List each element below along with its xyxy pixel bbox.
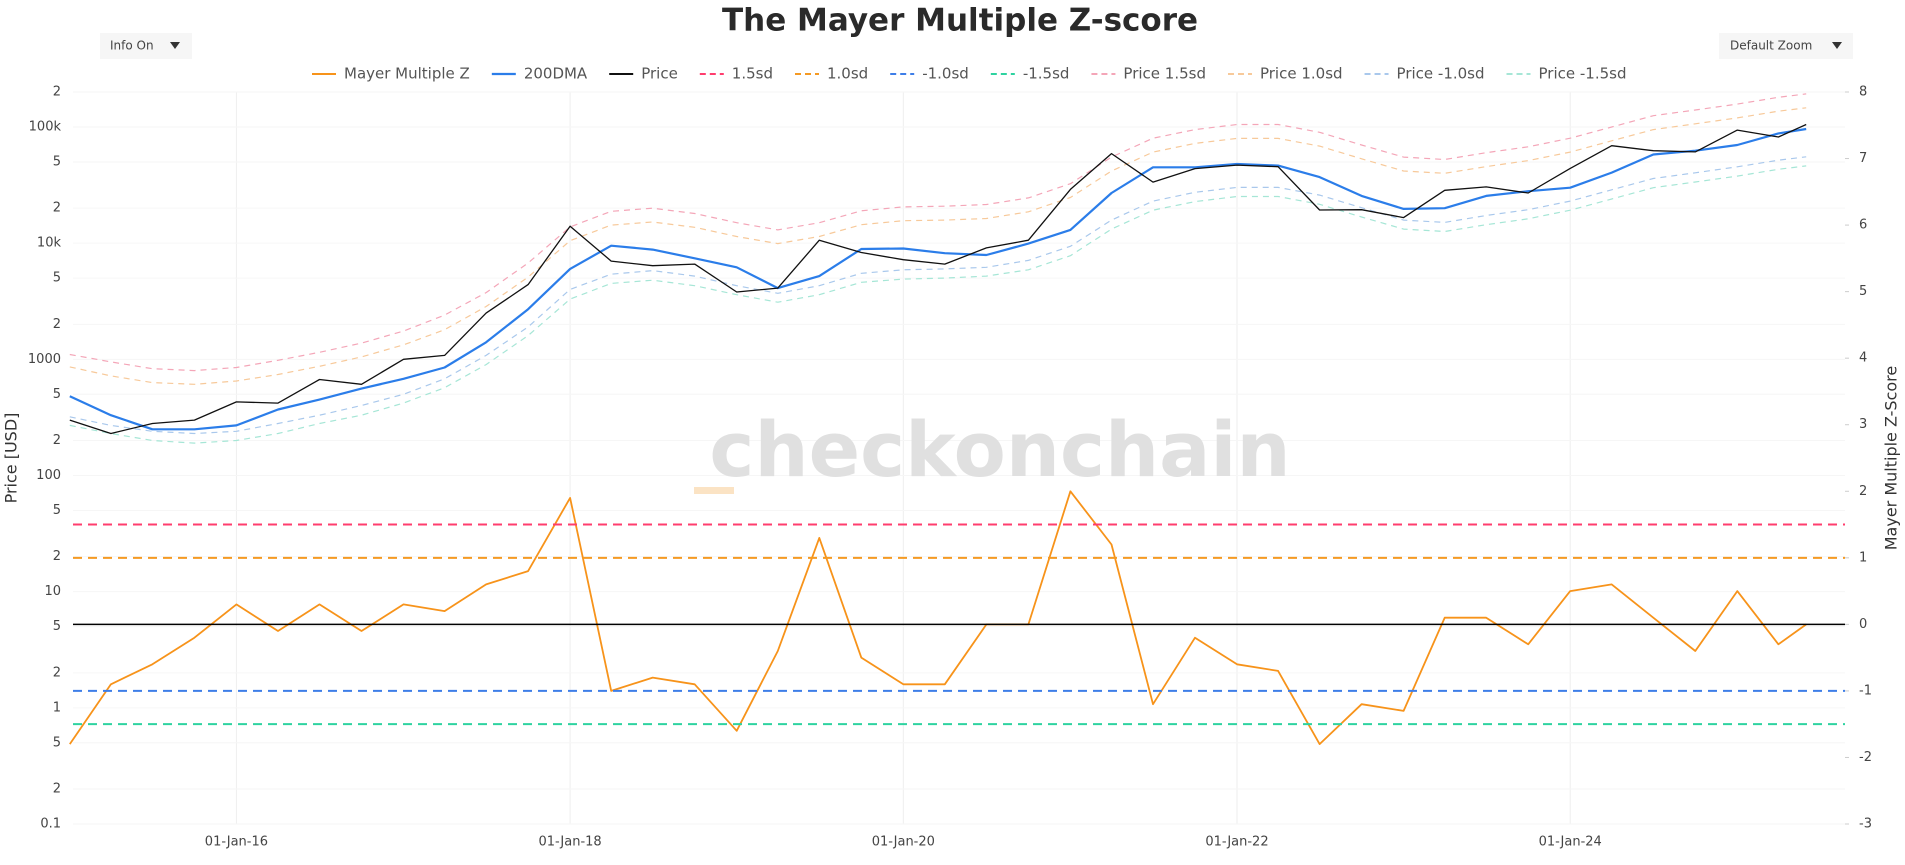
- legend-label: Price 1.0sd: [1260, 65, 1343, 83]
- y-tick-label: 5: [53, 619, 61, 634]
- legend: Mayer Multiple Z 200DMA Price 1.5sd 1.0sd -1.…: [312, 65, 1626, 83]
- series-line: [69, 165, 1807, 444]
- legend-label: 200DMA: [524, 65, 588, 83]
- y2-tick-label: 8: [1859, 85, 1867, 100]
- series-line: [69, 123, 1807, 435]
- zoom-select[interactable]: [1719, 33, 1853, 59]
- y2-tick-label: -2: [1859, 750, 1872, 765]
- series-line: [69, 93, 1807, 372]
- y2-tick-label: 6: [1859, 218, 1867, 233]
- y-tick-label: 5: [53, 154, 61, 169]
- x-tick-label: 01-Jan-16: [205, 835, 268, 850]
- dropdown-arrow[interactable]: [1832, 42, 1842, 49]
- background-layer: [73, 91, 1849, 825]
- y-axis-title: Price [USD]: [2, 413, 21, 504]
- y-tick-label: 2: [53, 782, 61, 797]
- y-tick-label: 10: [44, 584, 61, 599]
- y-tick-label: 5: [53, 503, 61, 518]
- y2-tick-label: 0: [1859, 617, 1867, 632]
- y-tick-label: 2: [53, 201, 61, 216]
- y-tick-label: 5: [53, 387, 61, 402]
- series-line: [69, 127, 1807, 431]
- y-tick-label: 1000: [28, 352, 61, 367]
- y2-tick-label: 7: [1859, 151, 1867, 166]
- y-tick-label: 2: [53, 665, 61, 680]
- plot-area: 01-Jan-16 01-Jan-18 01-Jan-20 01-Jan-22 01-J…: [28, 85, 1872, 850]
- y-tick-label: 100k: [29, 119, 62, 134]
- x-tick-label: 01-Jan-18: [538, 835, 601, 850]
- legend-label: Price -1.0sd: [1397, 65, 1485, 83]
- y2-tick-label: 4: [1859, 351, 1867, 366]
- y-tick-label: 0.1: [40, 817, 61, 832]
- info-toggle-label[interactable]: Info On: [110, 39, 154, 53]
- y2-tick-label: 2: [1859, 484, 1867, 499]
- legend-label: Price: [641, 65, 678, 83]
- legend-label: Price -1.5sd: [1539, 65, 1627, 83]
- y2-axis-title: Mayer Multiple Z-Score: [1882, 366, 1901, 551]
- dropdown-arrow[interactable]: [170, 42, 180, 49]
- watermark: checkonchain: [709, 405, 1290, 494]
- x-tick-label: 01-Jan-20: [872, 835, 935, 850]
- series-line: [69, 156, 1807, 435]
- legend-label: -1.5sd: [1023, 65, 1070, 83]
- series-line: [69, 490, 1807, 745]
- watermark-mark: [694, 487, 734, 494]
- legend-label: Price 1.5sd: [1123, 65, 1206, 83]
- legend-label: Mayer Multiple Z: [344, 65, 470, 83]
- y-tick-label: 2: [53, 433, 61, 448]
- y-tick-label: 5: [53, 271, 61, 286]
- y2-tick-label: 1: [1859, 550, 1867, 565]
- x-tick-label: 01-Jan-22: [1205, 835, 1268, 850]
- zoom-select-label[interactable]: Default Zoom: [1730, 39, 1812, 53]
- y2-tick-label: -3: [1859, 817, 1872, 832]
- y-tick-label: 10k: [37, 236, 62, 251]
- y-tick-label: 2: [53, 85, 61, 100]
- series-line: [69, 107, 1807, 385]
- y2-tick-label: -1: [1859, 683, 1872, 698]
- y2-tick-label: 3: [1859, 417, 1867, 432]
- y2-tick-label: 5: [1859, 284, 1867, 299]
- y-tick-label: 2: [53, 549, 61, 564]
- y-tick-label: 100: [36, 468, 61, 483]
- y-tick-label: 5: [53, 735, 61, 750]
- chart-title: The Mayer Multiple Z-score: [722, 3, 1198, 39]
- legend-label: 1.0sd: [827, 65, 868, 83]
- y-tick-label: 1: [53, 700, 61, 715]
- x-tick-label: 01-Jan-24: [1539, 835, 1602, 850]
- y-tick-label: 2: [53, 317, 61, 332]
- legend-label: 1.5sd: [732, 65, 773, 83]
- legend-label: -1.0sd: [922, 65, 969, 83]
